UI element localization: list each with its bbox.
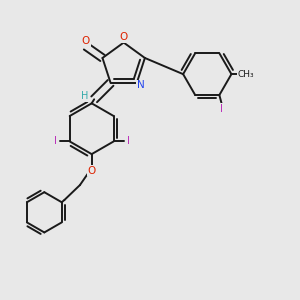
- Text: O: O: [120, 32, 128, 42]
- Text: O: O: [82, 36, 90, 46]
- Text: I: I: [127, 136, 130, 146]
- Text: I: I: [220, 104, 223, 114]
- Text: O: O: [88, 166, 96, 176]
- Text: CH₃: CH₃: [238, 70, 255, 79]
- Text: I: I: [54, 136, 57, 146]
- Text: H: H: [81, 91, 88, 101]
- Text: N: N: [136, 80, 144, 90]
